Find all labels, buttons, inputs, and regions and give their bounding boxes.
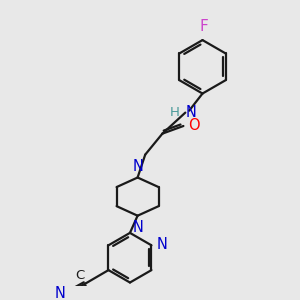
Text: N: N (132, 220, 143, 235)
Text: F: F (199, 20, 208, 34)
Text: N: N (185, 105, 196, 120)
Text: N: N (132, 159, 143, 174)
Text: H: H (170, 106, 180, 119)
Text: O: O (188, 118, 200, 133)
Text: C: C (75, 268, 85, 282)
Text: N: N (55, 286, 65, 300)
Text: N: N (156, 237, 167, 252)
